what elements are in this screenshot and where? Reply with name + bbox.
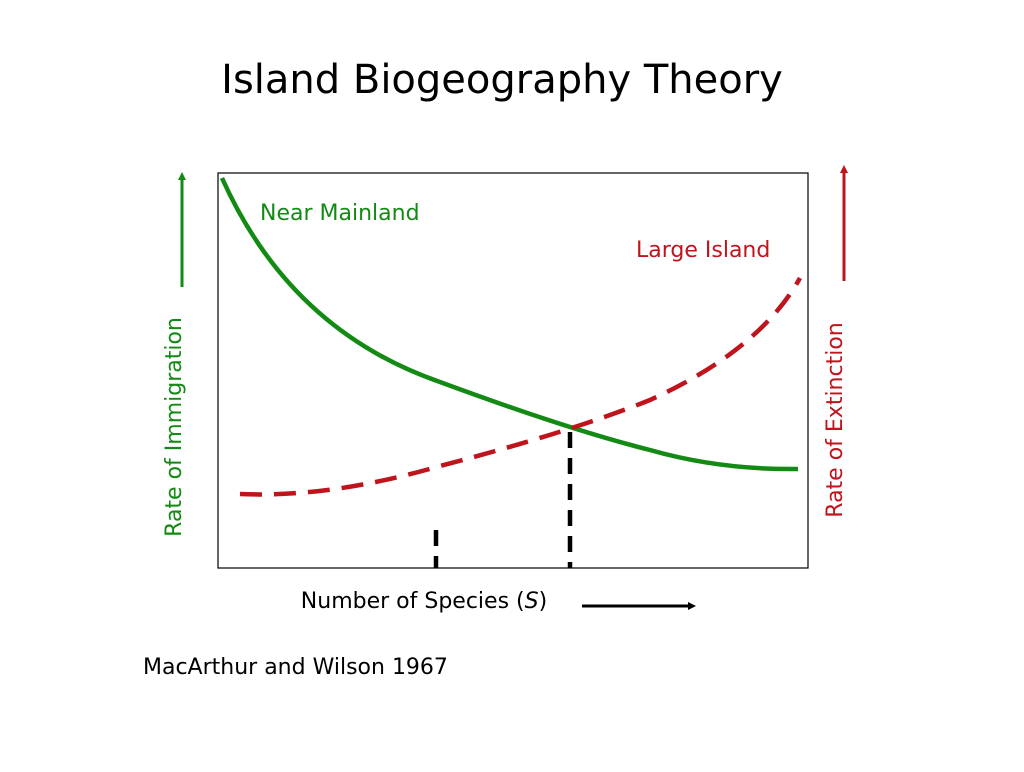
label-part: ) xyxy=(539,589,548,614)
plot-frame xyxy=(217,172,809,569)
title: Island Biogeography Theory xyxy=(221,57,783,103)
label-part: Number of Species ( xyxy=(301,589,525,614)
citation: MacArthur and Wilson 1967 xyxy=(143,655,448,680)
curve-label: Large Island xyxy=(636,238,770,263)
label-variable: S xyxy=(525,589,539,614)
curve-label: Near Mainland xyxy=(260,201,420,226)
extinction-curve xyxy=(239,276,802,497)
immigration-curve xyxy=(219,177,799,472)
axis-label: Rate of Immigration xyxy=(162,317,187,537)
axis-label: Number of Species (S) xyxy=(301,589,547,614)
axis-label: Rate of Extinction xyxy=(823,322,848,517)
